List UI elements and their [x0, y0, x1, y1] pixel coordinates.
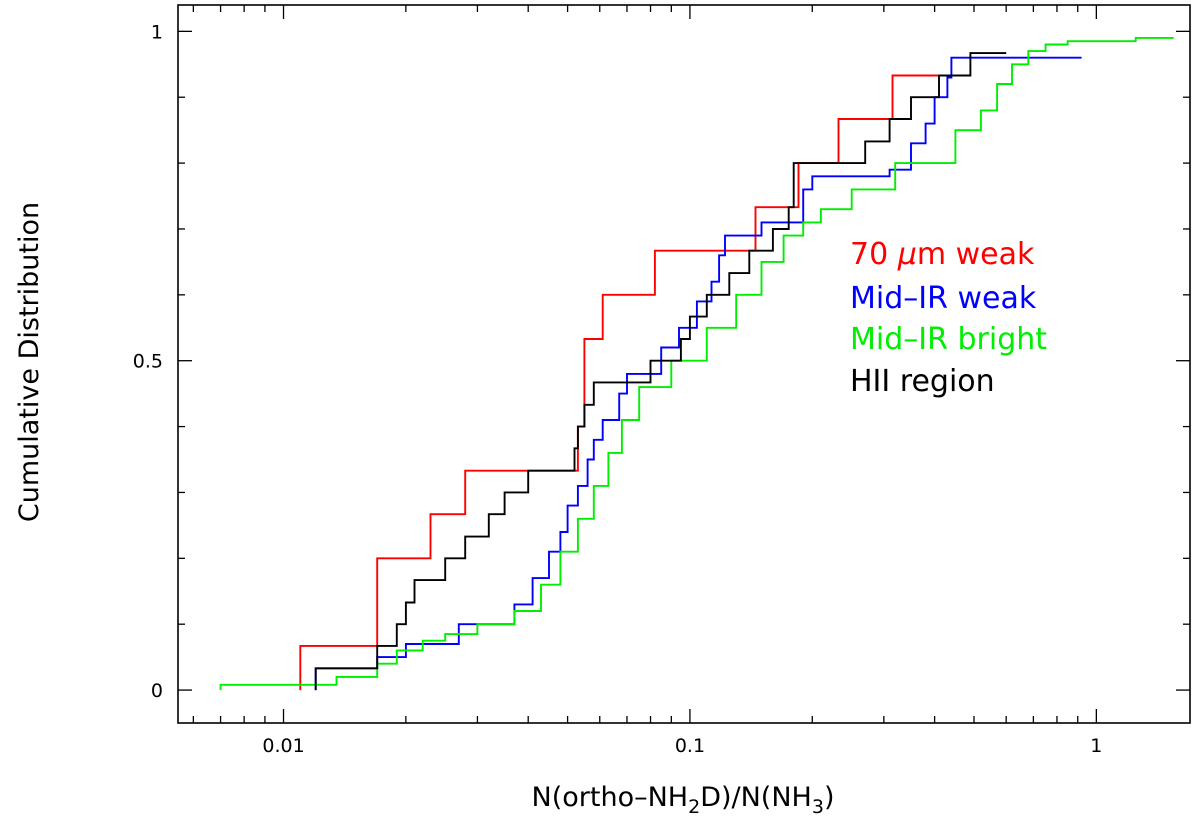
x-axis-title: N(ortho–NH2D)/N(NH3) [532, 782, 835, 818]
axis-ticks: 0.01 0.1 1 0 0.5 1 [133, 5, 1190, 757]
legend-entry-mid-ir-weak: Mid–IR weak [850, 281, 1037, 316]
y-tick-label: 0.5 [133, 351, 163, 373]
series-line-hii-region [314, 52, 1007, 691]
y-tick-label: 1 [151, 21, 163, 43]
series-line-mid-ir-bright [219, 36, 1174, 691]
x-tick-label: 0.1 [675, 735, 705, 757]
y-tick-label: 0 [151, 680, 163, 702]
x-tick-label: 0.01 [262, 735, 304, 757]
x-tick-label: 1 [1090, 735, 1102, 757]
legend-entry-70um-weak: 70 μm weak [850, 237, 1035, 272]
legend-entry-mid-ir-bright: Mid–IR bright [850, 322, 1047, 357]
legend: 70 μm weak Mid–IR weak Mid–IR bright HII… [850, 237, 1047, 399]
data-series [219, 36, 1174, 691]
legend-entry-hii-region: HII region [850, 364, 995, 399]
plot-frame [177, 4, 1191, 724]
y-axis-title: Cumulative Distribution [14, 202, 45, 522]
